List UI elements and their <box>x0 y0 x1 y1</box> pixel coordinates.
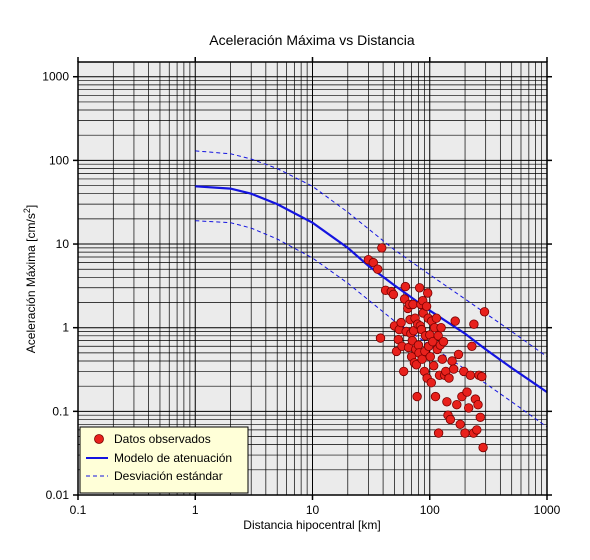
chart-title: Aceleración Máxima vs Distancia <box>209 32 415 48</box>
data-point <box>399 366 409 377</box>
x-tick-label: 100 <box>420 503 440 517</box>
data-point <box>450 316 460 326</box>
model-line-path <box>195 185 548 394</box>
data-point <box>428 337 438 347</box>
x-tick-label: 0.1 <box>70 503 87 517</box>
data-point <box>449 364 459 374</box>
data-point <box>430 391 441 402</box>
data-point <box>414 283 425 293</box>
data-point <box>436 323 446 333</box>
data-point <box>464 403 474 413</box>
data-point <box>400 281 411 292</box>
data-point <box>455 419 465 430</box>
x-axis-label: Distancia hipocentral [km] <box>243 518 380 532</box>
data-point <box>477 371 487 382</box>
legend-box <box>79 426 249 494</box>
data-point <box>462 387 472 397</box>
legend: Datos observados Modelo de atenuación De… <box>79 426 249 494</box>
data-point <box>431 313 442 323</box>
data-point <box>452 400 462 410</box>
data-point <box>473 400 483 410</box>
data-point <box>425 352 436 362</box>
data-point <box>375 333 386 343</box>
legend-label-stddev: Desviación estándar <box>114 469 223 483</box>
data-point <box>469 319 479 329</box>
y-tick-label: 10 <box>56 237 70 251</box>
observed-points <box>363 243 490 453</box>
data-point <box>437 354 448 364</box>
data-point <box>445 414 456 425</box>
data-point <box>433 331 443 341</box>
data-point <box>417 354 427 364</box>
y-tick-label: 1 <box>62 321 69 335</box>
data-point <box>465 370 476 381</box>
y-axis-label-tail: ] <box>24 205 38 208</box>
data-point <box>467 341 477 352</box>
data-point <box>368 257 379 268</box>
x-tick-label: 1 <box>192 503 199 517</box>
y-tick-label: 100 <box>49 153 69 167</box>
legend-label-observed: Datos observados <box>114 432 211 446</box>
data-point <box>453 349 464 360</box>
data-point <box>438 337 449 347</box>
attenuation-model-line <box>195 185 548 394</box>
data-point <box>442 397 452 407</box>
data-point <box>373 264 383 274</box>
data-point <box>426 378 437 388</box>
data-point <box>475 412 486 423</box>
x-tick-labels: 0.1 1 10 100 1000 <box>70 503 561 517</box>
data-point <box>444 373 454 383</box>
data-point <box>388 289 399 300</box>
y-tick-label: 1000 <box>42 70 69 84</box>
data-point <box>411 360 422 370</box>
y-axis-label: Aceleración Máxima [cm/s2] <box>22 205 38 353</box>
data-point <box>396 317 406 328</box>
x-tick-label: 10 <box>306 503 320 517</box>
axis-ticks <box>73 57 552 500</box>
data-point <box>412 391 422 402</box>
data-point <box>413 340 424 350</box>
y-axis-label-sup: 2 <box>22 208 32 213</box>
data-point <box>479 307 490 317</box>
data-point <box>377 243 387 253</box>
data-point <box>429 361 439 371</box>
data-point <box>408 299 418 310</box>
data-point <box>472 425 482 435</box>
y-tick-label: 0.1 <box>52 404 69 418</box>
y-tick-labels: 0.01 0.1 1 10 100 1000 <box>42 70 69 502</box>
data-point <box>421 301 432 312</box>
data-point <box>478 442 488 453</box>
y-tick-label: 0.01 <box>46 488 70 502</box>
data-point <box>433 428 444 438</box>
data-point <box>447 356 457 366</box>
legend-marker-observed <box>94 434 104 444</box>
data-point <box>423 288 433 298</box>
legend-label-model: Modelo de atenuación <box>114 451 232 465</box>
data-point <box>460 428 470 438</box>
x-tick-label: 1000 <box>534 503 561 517</box>
y-axis-label-main: Aceleración Máxima [cm/s <box>24 213 38 353</box>
